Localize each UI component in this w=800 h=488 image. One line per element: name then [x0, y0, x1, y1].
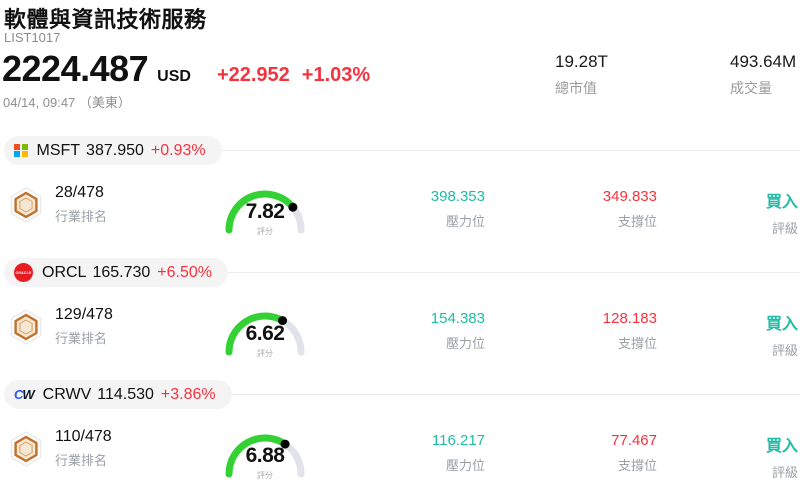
market-cap-stat: 19.28T 總市值 [555, 52, 608, 98]
score-label: 評分 [257, 471, 273, 480]
resistance-block: 116.217 壓力位 [330, 432, 485, 474]
row-divider [231, 394, 800, 395]
stock-change-pct: +0.93% [150, 141, 206, 159]
index-price: 2224.487 [2, 48, 149, 89]
industry-rank-label: 行業排名 [55, 209, 108, 224]
score-label: 評分 [257, 349, 273, 358]
industry-rank-block: 110/478 行業排名 [0, 428, 215, 469]
msft-logo-icon [14, 143, 28, 158]
rank-badge-icon [8, 430, 44, 468]
rating-block: 買入 評級 [657, 432, 800, 481]
industry-rank-value: 110/478 [55, 428, 112, 445]
industry-rank-label: 行業排名 [55, 331, 108, 346]
stock-row: ORACLE ORCL 165.730 +6.50% 129/478 行業 [0, 258, 800, 380]
score-value: 6.62 [245, 322, 285, 345]
score-gauge: 6.62 評分 [215, 300, 330, 366]
resistance-label: 壓力位 [445, 458, 485, 473]
resistance-label: 壓力位 [445, 214, 485, 229]
industry-rank-block: 28/478 行業排名 [0, 184, 215, 225]
resistance-label: 壓力位 [445, 336, 485, 351]
currency-label: USD [157, 68, 191, 85]
rating-value[interactable]: 買入 [765, 438, 798, 455]
rank-text: 129/478 行業排名 [55, 306, 113, 347]
stock-price: 387.950 [86, 141, 144, 159]
volume-stat: 493.64M 成交量 [730, 52, 796, 98]
rating-label: 評級 [771, 465, 798, 480]
stock-pill[interactable]: ORACLE ORCL 165.730 +6.50% [4, 258, 229, 287]
support-value: 349.833 [602, 188, 657, 205]
support-label: 支撐位 [617, 214, 657, 229]
rating-label: 評級 [771, 221, 798, 236]
quote-datetime: 04/14, 09:47 （美東） [3, 95, 131, 110]
page-title: 軟體與資訊技術服務 [4, 7, 207, 32]
score-gauge-arc [225, 190, 305, 234]
resistance-block: 154.383 壓力位 [330, 310, 485, 352]
stock-ticker: ORCL [42, 263, 87, 281]
row-body: 129/478 行業排名 6.62 評分 154.383 壓力位 128.183… [0, 300, 800, 366]
support-label: 支撐位 [617, 336, 657, 351]
support-block: 128.183 支撐位 [485, 310, 657, 352]
row-body: 110/478 行業排名 6.88 評分 116.217 壓力位 77.467 … [0, 422, 800, 488]
pill-line: MSFT 387.950 +0.93% [4, 136, 800, 165]
score-gauge: 7.82 評分 [215, 178, 330, 244]
volume-label: 成交量 [730, 80, 772, 96]
market-cap-value: 19.28T [555, 52, 608, 71]
rating-label: 評級 [771, 343, 798, 358]
rating-value[interactable]: 買入 [765, 194, 798, 211]
stock-change-pct: +3.86% [160, 385, 216, 403]
market-cap-label: 總市值 [555, 80, 597, 96]
index-price-line: 2224.487 USD +22.952 +1.03% [2, 48, 370, 90]
resistance-value: 398.353 [430, 188, 485, 205]
volume-value: 493.64M [730, 52, 797, 71]
industry-rank-value: 28/478 [55, 184, 104, 201]
score-gauge-arc [225, 312, 305, 356]
industry-rank-label: 行業排名 [55, 453, 108, 468]
rating-block: 買入 評級 [657, 310, 800, 359]
rating-block: 買入 評級 [657, 188, 800, 237]
resistance-block: 398.353 壓力位 [330, 188, 485, 230]
index-change: +22.952 [216, 64, 290, 86]
index-change-pct: +1.03% [301, 64, 371, 86]
industry-rank-block: 129/478 行業排名 [0, 306, 215, 347]
support-block: 349.833 支撐位 [485, 188, 657, 230]
row-divider [221, 150, 800, 151]
stock-ticker: MSFT [36, 141, 81, 159]
score-label: 評分 [257, 227, 273, 236]
stock-price: 114.530 [97, 385, 154, 403]
score-gauge: 6.88 評分 [215, 422, 330, 488]
stock-row: MSFT 387.950 +0.93% 28/478 行業排名 [0, 136, 800, 258]
support-block: 77.467 支撐位 [485, 432, 657, 474]
support-label: 支撐位 [617, 458, 657, 473]
support-value: 128.183 [602, 310, 657, 327]
list-id: LIST1017 [4, 30, 61, 45]
rank-badge-icon [8, 186, 44, 224]
resistance-value: 116.217 [431, 432, 485, 449]
pill-line: ORACLE ORCL 165.730 +6.50% [4, 258, 800, 287]
support-value: 77.467 [611, 432, 657, 449]
resistance-value: 154.383 [430, 310, 485, 327]
stock-rows: MSFT 387.950 +0.93% 28/478 行業排名 [0, 136, 800, 488]
stock-price: 165.730 [92, 263, 151, 281]
industry-rank-value: 129/478 [55, 306, 113, 323]
stock-change-pct: +6.50% [157, 263, 213, 281]
rank-text: 110/478 行業排名 [55, 428, 112, 469]
rating-value[interactable]: 買入 [765, 316, 798, 333]
row-divider [228, 272, 800, 273]
score-value: 7.82 [245, 200, 285, 223]
stock-pill[interactable]: MSFT 387.950 +0.93% [4, 136, 222, 165]
stock-ticker: CRWV [42, 385, 92, 403]
rank-text: 28/478 行業排名 [55, 184, 107, 225]
rank-badge-icon [8, 308, 44, 346]
score-value: 6.88 [245, 444, 285, 467]
row-body: 28/478 行業排名 7.82 評分 398.353 壓力位 349.833 … [0, 178, 800, 244]
orcl-logo-icon: ORACLE [14, 263, 33, 282]
score-gauge-arc [225, 434, 305, 478]
